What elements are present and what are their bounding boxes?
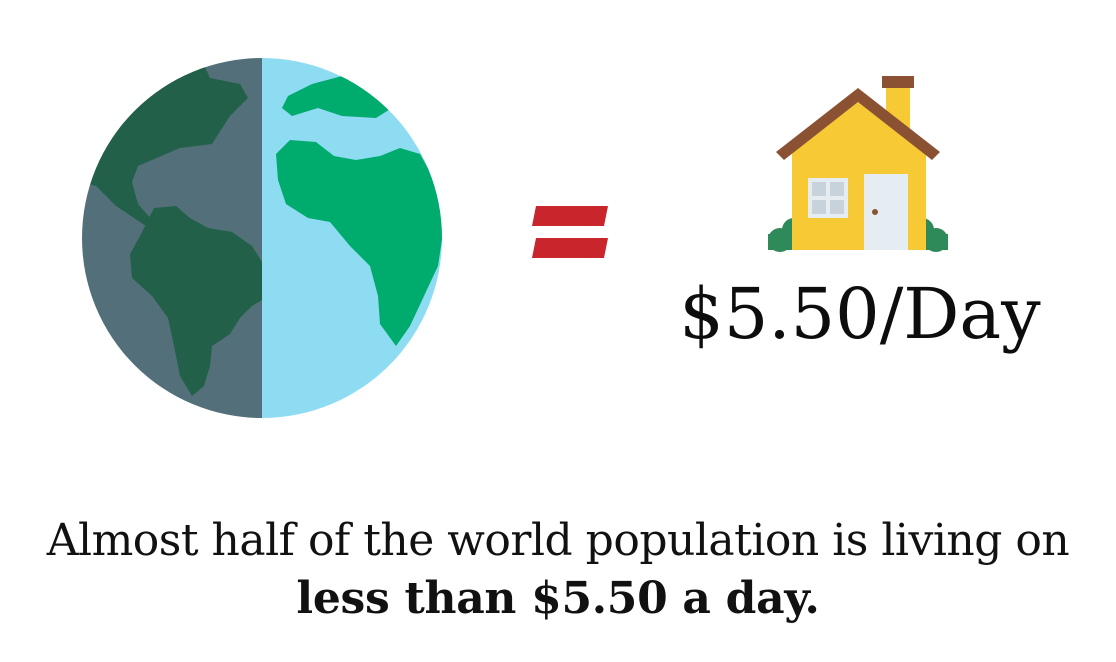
caption: Almost half of the world population is l… <box>0 512 1116 628</box>
price-label: $5.50/Day <box>679 273 1041 355</box>
house-icon <box>768 76 948 252</box>
equals-icon <box>532 206 608 258</box>
caption-line-1: Almost half of the world population is l… <box>46 515 1070 566</box>
globe-icon <box>82 58 442 418</box>
caption-line-2: less than $5.50 a day. <box>296 573 820 624</box>
